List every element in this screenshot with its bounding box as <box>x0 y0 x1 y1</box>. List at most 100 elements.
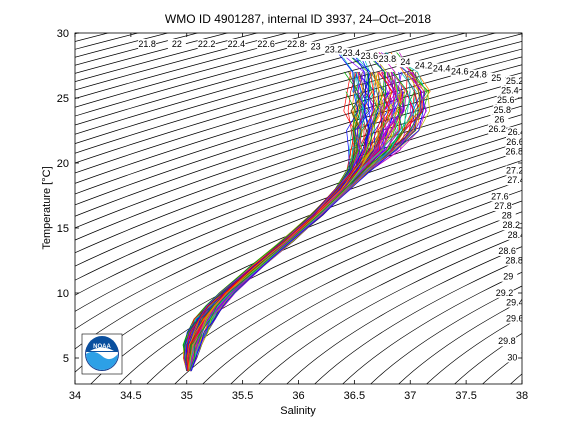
contour-label: 23.6 <box>361 51 379 61</box>
profile-series-line <box>190 71 430 372</box>
isopycnal-contour <box>75 33 408 126</box>
contour-label: 28 <box>502 211 512 221</box>
isopycnal-contour <box>75 160 522 373</box>
isopycnal-contour <box>370 285 522 384</box>
y-axis: 5 10 15 20 25 30 <box>57 28 522 365</box>
contour-label-bg <box>507 127 522 138</box>
contour-label-bg <box>450 66 469 77</box>
contour-label: 28.6 <box>498 246 516 256</box>
contour-label: 24.2 <box>415 60 433 70</box>
contour-label: 29.2 <box>496 288 514 298</box>
isopycnal-contour <box>75 88 522 241</box>
isopycnal-contour <box>75 105 522 267</box>
contour-label-bg <box>494 200 513 211</box>
profile-series-line <box>189 71 409 372</box>
contour-label-bg <box>498 245 517 256</box>
contour-label-bg <box>507 229 522 240</box>
contour-label: 29.6 <box>506 314 524 324</box>
contour-label-bg <box>490 114 509 125</box>
isopycnal-contour <box>286 246 522 384</box>
contour-label-bg <box>496 95 515 106</box>
isopycnal-contour <box>75 72 522 217</box>
contour-label-bg <box>286 39 305 49</box>
contour-label: 28.2 <box>502 220 520 230</box>
isopycnal-contour <box>398 300 522 384</box>
isopycnal-contour <box>454 332 522 384</box>
x-tick-label: 37.5 <box>455 390 476 402</box>
contour-label-bg <box>414 60 433 71</box>
contour-label: 25.8 <box>493 105 511 115</box>
contour-label-bg <box>507 175 522 186</box>
contour-label-bg <box>167 39 186 49</box>
x-tick-label: 37 <box>404 390 416 402</box>
contour-label: 22 <box>172 39 182 49</box>
contour-label-bg <box>396 57 415 68</box>
isopycnal-contour <box>90 169 522 384</box>
y-tick-label: 20 <box>57 158 69 170</box>
contour-label-bg <box>324 44 343 55</box>
isopycnal-contour <box>426 315 522 384</box>
x-tick-label: 36 <box>292 390 304 402</box>
contour-label: 24 <box>400 57 410 67</box>
profile-series-line <box>184 71 365 372</box>
contour-label-bg <box>487 72 506 83</box>
contour-label: 23 <box>311 42 321 52</box>
contour-label-bg <box>505 297 522 308</box>
contour-label: 27.8 <box>494 201 512 211</box>
contour-label-bg <box>497 336 516 347</box>
contour-label-bg <box>505 313 522 324</box>
contour-label: 21.8 <box>138 39 156 49</box>
y-tick-label: 5 <box>63 353 69 365</box>
isopycnal-contour <box>75 33 467 144</box>
contour-labels: 22.2 21.8 22.6 22.8 23 23.2 23.4 23.6 23.8 24 24.2… <box>138 39 526 363</box>
contour-label: 27.4 <box>507 175 525 185</box>
contour-label: 22.4 <box>228 39 246 49</box>
isopycnal-contour <box>75 48 522 184</box>
y-tick-label: 25 <box>57 93 69 105</box>
contour-label-bg <box>490 191 509 202</box>
y-tick-label: 10 <box>57 288 69 300</box>
contour-label: 26.4 <box>508 127 526 137</box>
isopycnal-contour <box>75 64 522 206</box>
x-tick-label: 34.5 <box>120 390 141 402</box>
contour-label: 22.6 <box>257 39 275 49</box>
contour-label: 29.8 <box>498 336 516 346</box>
contour-label: 27.6 <box>491 191 509 201</box>
contour-label: 29 <box>503 272 513 282</box>
profile-series-line <box>186 71 375 372</box>
profile-lines <box>182 52 431 372</box>
profile-series-line <box>183 91 358 372</box>
isopycnal-contour <box>258 234 522 384</box>
contour-label: 26.2 <box>488 124 506 134</box>
isopycnal-contour <box>75 33 319 99</box>
contour-label: 26 <box>494 114 504 124</box>
isopycnal-contour <box>75 33 522 164</box>
contour-label: 30 <box>507 352 517 362</box>
contour-label-bg <box>378 54 397 65</box>
contour-label-bg <box>468 69 487 80</box>
contour-label: 24.8 <box>469 70 487 80</box>
x-tick-label: 38 <box>516 390 528 402</box>
isopycnal-contour <box>75 33 438 135</box>
isopycnal-contour <box>75 56 522 195</box>
chart-title: WMO ID 4901287, internal ID 3937, 24–Oct… <box>165 12 431 26</box>
profile-series-line <box>187 71 385 372</box>
contour-label: 25.2 <box>506 76 524 86</box>
contour-label-bg <box>505 255 522 266</box>
profile-series-line <box>188 91 402 372</box>
contour-label: 22.2 <box>198 39 216 49</box>
x-tick-label: 35 <box>181 390 193 402</box>
contour-label-bg <box>227 39 246 49</box>
contour-label-bg <box>138 39 157 49</box>
contour-label-bg <box>503 352 522 363</box>
contour-label-bg <box>502 220 521 231</box>
contour-label-bg <box>499 271 518 282</box>
isopycnal-contour <box>314 258 522 384</box>
contour-label-bg <box>306 41 325 52</box>
contour-label-bg <box>493 104 512 115</box>
isopycnal-contour <box>75 33 497 154</box>
y-tick-label: 30 <box>57 28 69 40</box>
contour-label: 24.4 <box>433 63 451 73</box>
contour-label: 22.8 <box>287 39 305 49</box>
